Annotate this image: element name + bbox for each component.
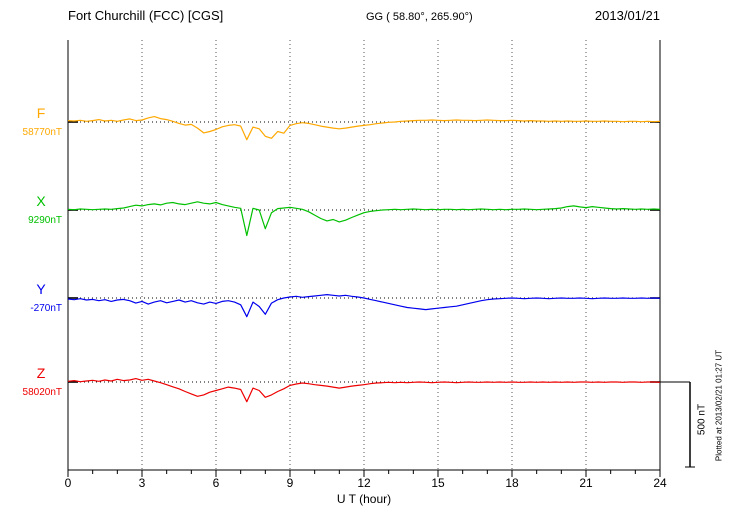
x-tick-label-24: 24	[653, 476, 667, 490]
x-axis-label: U T (hour)	[336, 492, 392, 506]
trace-F	[67, 115, 661, 141]
scale-bar	[660, 381, 695, 468]
baseline-value-F: 58770nT	[22, 127, 62, 138]
x-tick-label-15: 15	[431, 476, 445, 490]
x-tick-label-9: 9	[286, 476, 294, 490]
x-tick-label-0: 0	[64, 476, 72, 490]
component-label-F: F	[36, 105, 46, 121]
baseline-value-Y: -270nT	[30, 303, 62, 314]
plot-date: 2013/01/21	[594, 8, 660, 23]
trace-Y	[67, 294, 661, 318]
trace-Z	[67, 378, 661, 403]
component-label-Y: Y	[36, 281, 46, 297]
plotted-at-note: Plotted at 2013/02/21 01:27 UT	[714, 349, 724, 462]
x-tick-label-3: 3	[138, 476, 146, 490]
component-label-X: X	[36, 193, 46, 209]
baseline-value-Z: 58020nT	[22, 387, 62, 398]
axes	[67, 40, 661, 477]
baseline-value-X: 9290nT	[28, 215, 62, 226]
scale-bar-label: 500 nT	[696, 403, 708, 436]
station-title: Fort Churchill (FCC) [CGS]	[68, 8, 224, 23]
component-label-Z: Z	[36, 365, 46, 381]
x-tick-label-21: 21	[579, 476, 593, 490]
x-tick-label-18: 18	[505, 476, 519, 490]
x-tick-label-6: 6	[212, 476, 220, 490]
x-tick-label-12: 12	[357, 476, 371, 490]
gridlines	[141, 40, 587, 470]
trace-X	[67, 201, 661, 237]
geographic-coordinates: GG ( 58.80°, 265.90°)	[366, 11, 473, 23]
